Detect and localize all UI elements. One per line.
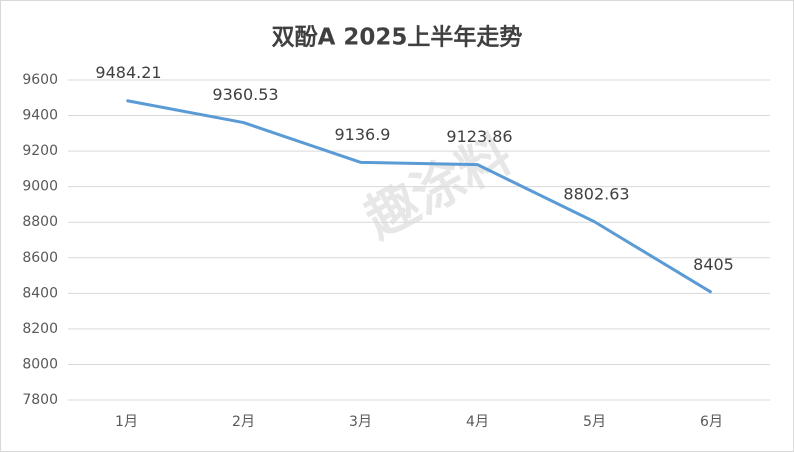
y-tick-label: 9400 [22,108,58,124]
x-tick-label: 2月 [232,414,255,430]
y-tick-label: 9200 [22,143,58,159]
data-label: 9123.86 [446,127,512,146]
y-tick-label: 7800 [22,392,58,408]
y-tick-label: 9000 [22,179,58,195]
data-label: 9360.53 [212,85,278,104]
y-tick-label: 8000 [22,356,58,372]
x-tick-label: 6月 [700,414,723,430]
x-tick-label: 3月 [349,414,372,430]
y-tick-label: 8600 [22,250,58,266]
y-tick-label: 8800 [22,214,58,230]
x-tick-label: 5月 [583,414,606,430]
x-tick-label: 4月 [466,414,489,430]
y-tick-label: 8400 [22,285,58,301]
series-line [126,99,713,294]
data-label: 9136.9 [335,125,391,144]
data-label: 8802.63 [563,184,629,203]
data-label: 8405 [693,255,734,274]
data-label: 9484.21 [95,63,161,82]
y-tick-label: 8200 [22,321,58,337]
y-tick-label: 9600 [22,72,58,88]
chart-title: 双酚A 2025上半年走势 [272,24,523,51]
x-tick-label: 1月 [115,414,138,430]
